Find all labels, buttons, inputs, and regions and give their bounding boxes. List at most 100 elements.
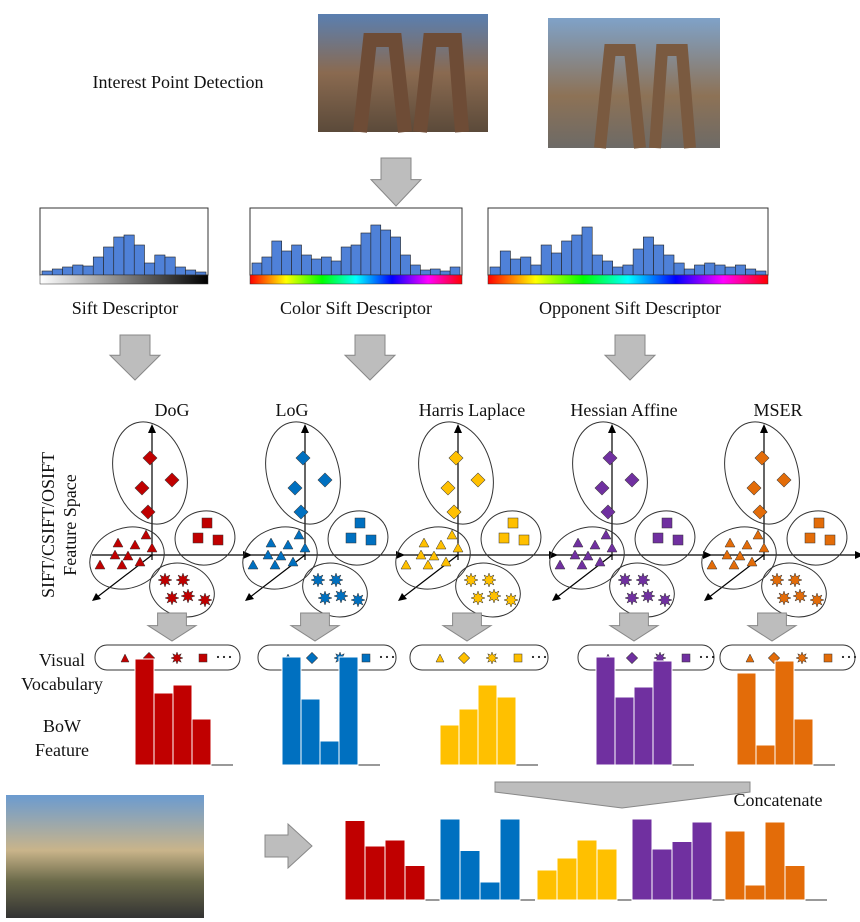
histogram-bin: [381, 230, 391, 275]
triangle: [270, 560, 280, 569]
color-bar: [488, 275, 768, 284]
bow-bin: [652, 849, 672, 900]
histogram-bin: [134, 245, 144, 275]
square: [499, 533, 509, 543]
cluster: [631, 506, 699, 570]
diamond: [135, 481, 149, 495]
histogram-bin: [633, 249, 643, 275]
star: [311, 573, 325, 587]
bow-bin: [497, 697, 516, 765]
triangle: [283, 540, 293, 549]
cluster: [477, 506, 545, 570]
histogram-bin: [420, 270, 430, 275]
square: [508, 518, 518, 528]
histogram-bin: [694, 265, 704, 275]
star: [625, 591, 639, 605]
star: [487, 589, 501, 603]
star: [486, 652, 498, 664]
triangle: [729, 560, 739, 569]
bow-label: BoW: [43, 716, 81, 736]
vocabulary-ellipsis: ···: [840, 647, 858, 667]
triangle: [300, 543, 310, 552]
histogram-bin: [63, 267, 73, 275]
histogram-bin: [684, 269, 694, 275]
histogram-bin: [510, 259, 520, 275]
arrow: [443, 613, 491, 641]
histogram-bin: [500, 251, 510, 275]
bow-bin: [557, 858, 577, 900]
triangle: [147, 543, 157, 552]
bow-bin: [597, 849, 617, 900]
diamond: [294, 505, 308, 519]
triangle: [447, 530, 457, 539]
square: [814, 518, 824, 528]
star: [810, 593, 824, 607]
triangle: [453, 543, 463, 552]
bow-bin: [480, 882, 500, 900]
star: [482, 573, 496, 587]
bow-bin: [459, 709, 478, 765]
diamond: [747, 481, 761, 495]
histogram-bin: [145, 263, 155, 275]
histogram-bin: [114, 237, 124, 275]
triangle: [742, 540, 752, 549]
descriptor-label: Opponent Sift Descriptor: [539, 298, 721, 318]
histogram-bin: [674, 263, 684, 275]
bow-bin: [725, 831, 745, 900]
triangle: [759, 543, 769, 552]
histogram-bin: [735, 265, 745, 275]
triangle: [117, 560, 127, 569]
arrow: [265, 824, 312, 868]
detector-label: MSER: [753, 400, 802, 420]
bow-bin: [405, 866, 425, 901]
histogram-bin: [196, 272, 206, 275]
square: [213, 535, 223, 545]
histogram-bin: [602, 261, 612, 275]
square: [824, 654, 832, 662]
bow-bin: [320, 741, 339, 765]
square: [199, 654, 207, 662]
histogram-bin: [521, 257, 531, 275]
histogram-bin: [562, 241, 572, 275]
diamond: [141, 505, 155, 519]
histogram-bin: [705, 263, 715, 275]
axis-head: [398, 424, 558, 601]
diamond: [318, 473, 332, 487]
diamond: [755, 451, 769, 465]
histogram-bin: [613, 267, 623, 275]
bow-bin: [478, 685, 497, 765]
photo: [6, 795, 204, 918]
histogram-bin: [490, 267, 500, 275]
bow-bin: [135, 659, 154, 765]
histogram-bin: [450, 267, 460, 275]
star: [504, 593, 518, 607]
histogram-bin: [592, 255, 602, 275]
color-bar: [250, 275, 462, 284]
histogram-bin: [331, 261, 341, 275]
bow-bin: [765, 822, 785, 900]
histogram-bin: [725, 267, 735, 275]
bow-bin: [692, 822, 712, 900]
square: [202, 518, 212, 528]
arrow: [605, 335, 655, 380]
bow-bin: [301, 699, 320, 765]
bow-bin: [672, 842, 692, 901]
triangle: [248, 560, 258, 569]
detector-label: LoG: [276, 400, 309, 420]
star: [318, 591, 332, 605]
bow-bin: [756, 745, 775, 765]
bow-bin: [632, 819, 652, 900]
star: [181, 589, 195, 603]
bow-label: Feature: [35, 740, 89, 760]
bow-bin: [440, 819, 460, 900]
bow-bin: [385, 840, 405, 900]
histogram-bin: [272, 241, 282, 275]
bow-bin: [737, 673, 756, 765]
histogram-bin: [42, 271, 52, 275]
histogram-bin: [572, 235, 582, 275]
diamond: [753, 505, 767, 519]
histogram-bin: [440, 271, 450, 275]
vocabulary-box: [410, 645, 548, 670]
descriptor-label: Sift Descriptor: [72, 298, 178, 318]
diagram: Interest Point Detection Sift Descriptor…: [0, 0, 860, 922]
